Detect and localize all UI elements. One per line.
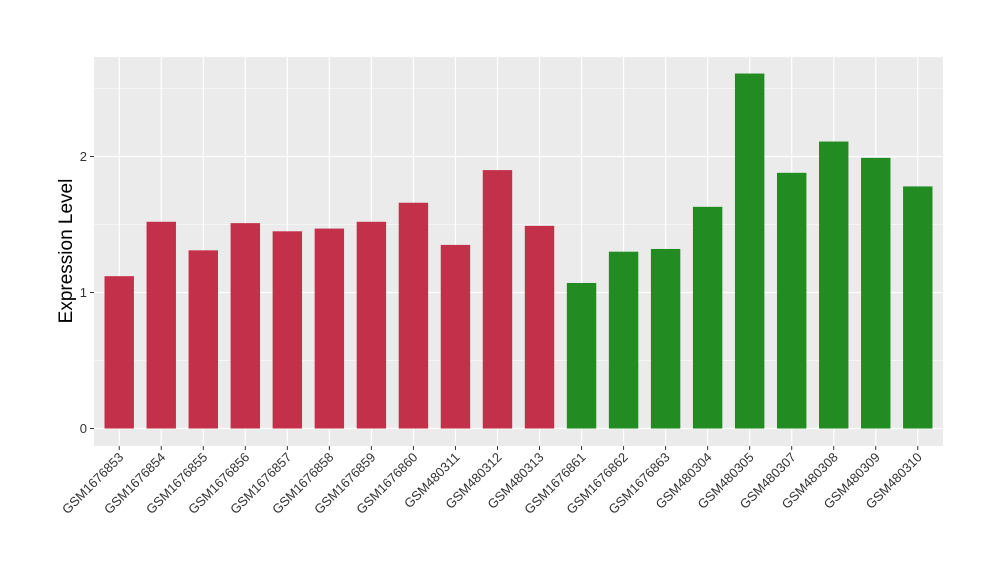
bar-GSM1676859: [356, 221, 387, 429]
bar-GSM480305: [734, 73, 765, 429]
bar-GSM480309: [861, 157, 891, 429]
bar-GSM480313: [524, 225, 555, 429]
y-tick-label: 1: [80, 285, 87, 300]
y-tick-label: 0: [80, 421, 87, 436]
bar-GSM1676853: [104, 276, 134, 429]
bars: [104, 73, 933, 429]
bar-GSM1676861: [566, 282, 597, 429]
bar-GSM480311: [440, 244, 471, 429]
bar-GSM480308: [819, 141, 849, 429]
bar-GSM480310: [903, 186, 933, 429]
bar-GSM1676858: [314, 228, 345, 429]
bar-GSM480307: [776, 172, 807, 429]
bar-GSM1676860: [398, 202, 429, 429]
plot-panel: [94, 57, 943, 446]
x-axis: GSM1676853GSM1676854GSM1676855GSM1676856…: [59, 446, 925, 517]
bar-GSM1676863: [650, 248, 681, 429]
bar-GSM1676856: [230, 223, 261, 429]
bar-GSM1676854: [146, 221, 176, 429]
bar-GSM480304: [692, 206, 723, 429]
bar-GSM1676857: [272, 231, 303, 429]
bar-GSM1676862: [608, 251, 639, 429]
y-tick-label: 2: [80, 149, 87, 164]
y-axis-title: Expression Level: [56, 179, 77, 324]
bar-GSM480312: [482, 170, 513, 429]
bar-GSM1676855: [188, 250, 218, 429]
y-axis: 0 1 2: [80, 149, 94, 436]
